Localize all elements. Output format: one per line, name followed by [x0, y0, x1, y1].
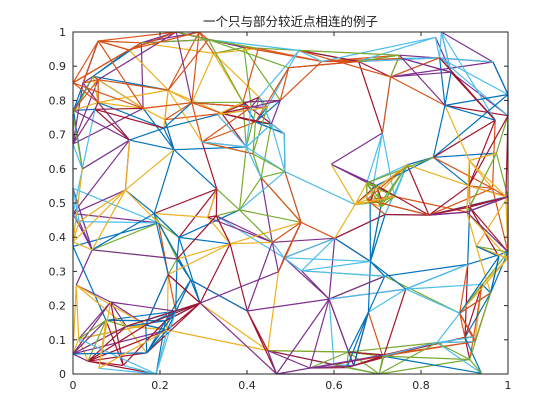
y-tick-label: 0.8 — [49, 94, 67, 107]
y-tick-label: 0.4 — [49, 231, 67, 244]
series-line-96 — [216, 146, 302, 243]
series-line-4 — [72, 40, 99, 145]
y-tick-label: 0.3 — [49, 265, 67, 278]
series-line-123 — [242, 99, 281, 125]
series-line-147 — [176, 189, 231, 260]
series-line-26 — [239, 123, 302, 223]
series-line-117 — [201, 107, 286, 178]
series-line-15 — [129, 108, 247, 190]
series-line-134 — [432, 57, 496, 158]
series-line-148 — [72, 310, 177, 355]
x-tick-label: 0.8 — [412, 379, 430, 392]
series-line-121 — [260, 171, 335, 273]
series-line-139 — [382, 312, 482, 374]
series-line-150 — [98, 301, 168, 369]
series-line-61 — [333, 342, 470, 375]
x-tick-label: 1 — [505, 379, 512, 392]
series-line-24 — [141, 42, 260, 103]
series-line-1 — [72, 40, 99, 170]
series-line-88 — [72, 301, 168, 362]
x-tick-label: 0.2 — [151, 379, 169, 392]
series-line-111 — [283, 237, 385, 277]
series-line-69 — [72, 109, 130, 242]
series-line-59 — [128, 49, 223, 143]
series-line-149 — [73, 75, 169, 111]
series-line-125 — [72, 188, 159, 224]
series-line-75 — [355, 164, 408, 208]
series-line-71 — [97, 101, 222, 150]
series-line-78 — [334, 202, 407, 290]
x-tick-label: 0.6 — [325, 379, 343, 392]
series-line-2 — [164, 90, 222, 150]
x-tick-label: 0.4 — [238, 379, 256, 392]
series-line-135 — [72, 31, 200, 84]
series-line-58 — [459, 264, 491, 342]
series-line-93 — [298, 49, 446, 133]
x-tick-label: 0 — [70, 379, 77, 392]
series-line-142 — [72, 40, 144, 109]
series-line-129 — [444, 105, 507, 213]
series-line-37 — [242, 46, 322, 103]
series-line-132 — [202, 107, 272, 178]
y-tick-label: 0.6 — [49, 163, 67, 176]
series-line-141 — [382, 337, 482, 374]
series-line-110 — [191, 99, 281, 148]
series-lines — [72, 31, 509, 375]
y-tick-label: 0.9 — [49, 60, 67, 73]
series-line-127 — [91, 149, 180, 275]
series-line-80 — [154, 188, 218, 218]
series-line-50 — [72, 42, 169, 111]
series-line-64 — [376, 152, 497, 187]
series-line-119 — [433, 57, 496, 187]
axes: 0 0.2 0.4 0.6 0.8 1 0 0.1 0.2 0.3 0.4 0.5 0.6 0.7 0.8 0… — [49, 26, 512, 392]
series-line-145 — [382, 292, 492, 374]
series-line-140 — [94, 102, 164, 141]
y-tick-label: 0 — [59, 368, 66, 381]
series-line-146 — [78, 311, 177, 375]
plot-area — [73, 32, 508, 374]
series-line-79 — [254, 60, 359, 123]
series-line-120 — [459, 245, 500, 314]
series-line-66 — [72, 324, 146, 362]
series-line-124 — [299, 49, 403, 78]
series-line-104 — [439, 31, 496, 121]
y-tick-label: 1 — [59, 26, 66, 39]
series-line-32 — [330, 132, 395, 198]
chart-title: 一个只与部分较近点相连的例子 — [202, 14, 378, 29]
series-line-99 — [346, 261, 386, 368]
series-line-55 — [208, 39, 359, 98]
y-tick-label: 0.1 — [49, 334, 67, 347]
series-line-126 — [126, 243, 231, 354]
series-line-89 — [141, 31, 289, 103]
series-line-39 — [140, 31, 209, 109]
series-line-114 — [143, 102, 252, 114]
y-tick-label: 0.5 — [49, 197, 67, 210]
series-line-76 — [358, 57, 509, 117]
y-tick-label: 0.2 — [49, 300, 67, 313]
series-line-144 — [428, 196, 509, 253]
series-line-90 — [321, 36, 441, 63]
series-line-136 — [330, 163, 408, 239]
y-tick-label: 0.7 — [49, 129, 67, 142]
series-line-60 — [207, 177, 335, 312]
series-line-137 — [399, 54, 452, 106]
series-line-143 — [78, 140, 175, 251]
series-line-94 — [167, 215, 302, 276]
series-line-62 — [329, 263, 483, 314]
